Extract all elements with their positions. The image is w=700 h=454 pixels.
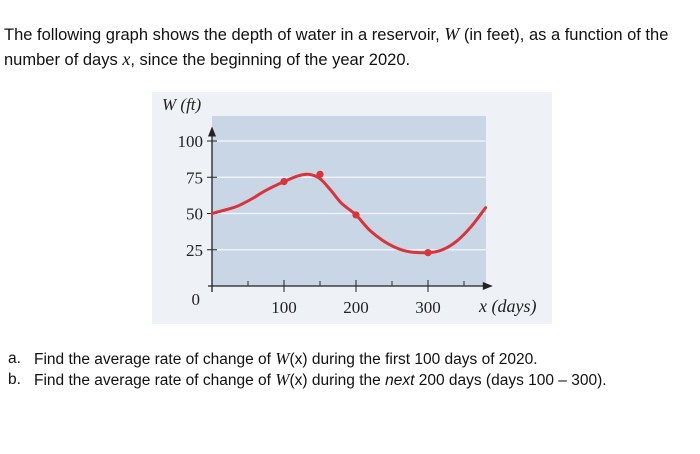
question-list: a. Find the average rate of change of W(…	[8, 349, 698, 391]
question-text-part: Find the average rate of change of	[34, 372, 276, 389]
function-arg: (x)	[289, 372, 308, 389]
x-tick-label: 200	[343, 298, 369, 317]
question-text-part: during the	[307, 372, 386, 389]
function-name: W	[275, 349, 290, 368]
question-text-part: during the first 100 days of 2020.	[307, 351, 538, 368]
question-text-part: Find the average rate of change of	[34, 351, 276, 368]
y-tick-label: 100	[178, 132, 204, 151]
intro-text-3: , since the beginning of the year 2020.	[130, 51, 411, 69]
x-axis-label: x (days)	[478, 296, 536, 317]
function-name: W	[275, 370, 290, 389]
emphasis-next: next	[385, 372, 415, 389]
intro-text-2: (in feet), as a function of the number o…	[4, 26, 669, 69]
y-tick-label: 50	[186, 205, 203, 224]
question-label: b.	[8, 371, 21, 388]
variable-w: W	[444, 24, 460, 44]
y-tick-label: 25	[186, 241, 203, 260]
variable-x: x	[122, 49, 131, 69]
series-line	[210, 172, 488, 255]
question-text-part: 200 days (days 100 – 300).	[414, 372, 607, 389]
data-point	[424, 249, 432, 257]
x-tick-label: 300	[415, 298, 441, 317]
x-tick-label: 100	[271, 298, 297, 317]
y-axis-arrow	[208, 126, 216, 137]
marked-points	[280, 170, 432, 257]
data-point	[280, 178, 288, 186]
problem-statement: The following graph shows the depth of w…	[4, 22, 694, 72]
question-b: b. Find the average rate of change of W(…	[8, 370, 698, 391]
function-arg: (x)	[289, 351, 308, 368]
question-label: a.	[8, 350, 21, 367]
origin-label: 0	[192, 290, 201, 309]
question-a: a. Find the average rate of change of W(…	[8, 349, 698, 370]
plot-area	[212, 116, 486, 286]
data-point	[352, 211, 360, 219]
y-tick-label: 75	[186, 168, 203, 187]
intro-text-1: The following graph shows the depth of w…	[4, 26, 445, 44]
question-text: Find the average rate of change of W(x) …	[34, 370, 607, 391]
question-text: Find the average rate of change of W(x) …	[34, 349, 538, 370]
y-axis-label: W (ft)	[162, 95, 202, 114]
x-axis-arrow	[482, 282, 493, 290]
ticks: 25 50 75 100 100 200 300	[178, 132, 465, 317]
data-point	[316, 170, 324, 178]
